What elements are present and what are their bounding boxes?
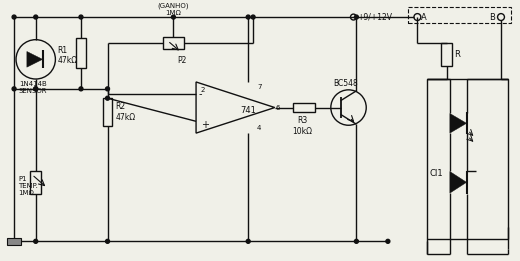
Circle shape: [355, 15, 358, 19]
Text: P2: P2: [177, 56, 187, 66]
Text: 7: 7: [257, 84, 262, 90]
Bar: [293, 103, 315, 112]
Text: (GANHO)
1MΩ: (GANHO) 1MΩ: [158, 3, 189, 16]
Bar: [427, 79, 508, 239]
Bar: [441, 43, 452, 66]
Bar: [163, 37, 184, 49]
Text: R3
10kΩ: R3 10kΩ: [292, 116, 313, 136]
Circle shape: [386, 239, 390, 243]
Text: CI1: CI1: [429, 169, 443, 179]
Text: BC548: BC548: [333, 79, 358, 88]
Text: 741: 741: [241, 106, 256, 115]
Text: R: R: [454, 50, 460, 59]
Circle shape: [251, 15, 255, 19]
Circle shape: [34, 87, 37, 91]
Circle shape: [106, 87, 110, 91]
Text: B: B: [489, 13, 495, 22]
Text: 6: 6: [276, 105, 280, 111]
Text: +9/+12V: +9/+12V: [357, 13, 393, 22]
Bar: [102, 98, 112, 126]
Circle shape: [34, 87, 37, 91]
Bar: [76, 38, 86, 68]
Text: -: -: [199, 89, 202, 99]
Polygon shape: [450, 171, 466, 193]
Text: 1N414B
SENSOR: 1N414B SENSOR: [19, 81, 47, 94]
Circle shape: [79, 87, 83, 91]
Circle shape: [106, 239, 110, 243]
Bar: [30, 170, 41, 194]
Text: P1
TEMP.
1MΩ: P1 TEMP. 1MΩ: [18, 176, 38, 197]
Bar: [7, 238, 21, 245]
Text: A: A: [421, 13, 427, 22]
Circle shape: [34, 15, 37, 19]
Text: 4: 4: [257, 125, 262, 131]
Circle shape: [12, 87, 16, 91]
Text: R2
47kΩ: R2 47kΩ: [115, 102, 136, 122]
Circle shape: [34, 239, 37, 243]
Circle shape: [355, 239, 358, 243]
Text: 2: 2: [201, 87, 205, 93]
Circle shape: [246, 239, 250, 243]
Polygon shape: [27, 51, 43, 67]
Circle shape: [106, 96, 110, 100]
Circle shape: [246, 15, 250, 19]
Text: +: +: [201, 120, 209, 130]
Text: R1
47kΩ: R1 47kΩ: [57, 46, 77, 65]
Polygon shape: [450, 114, 466, 133]
Circle shape: [172, 15, 175, 19]
Circle shape: [79, 15, 83, 19]
Circle shape: [12, 15, 16, 19]
Bar: [408, 7, 511, 23]
